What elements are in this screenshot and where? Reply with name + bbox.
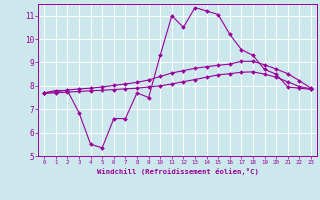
- X-axis label: Windchill (Refroidissement éolien,°C): Windchill (Refroidissement éolien,°C): [97, 168, 259, 175]
